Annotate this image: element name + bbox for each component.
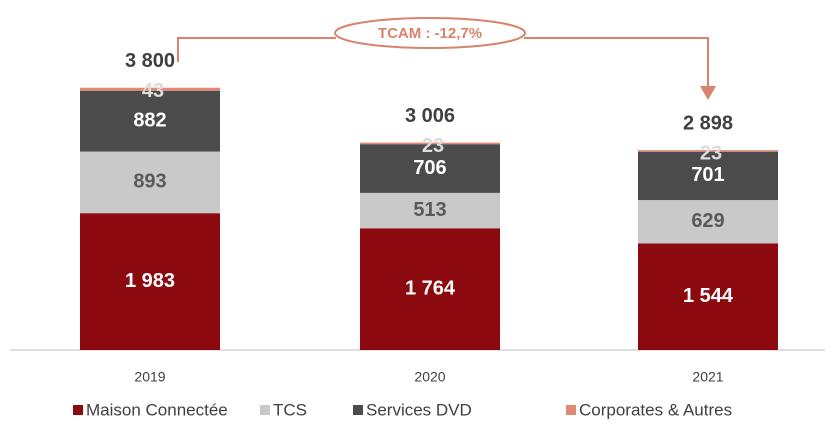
bar-segment <box>638 243 778 350</box>
legend-swatch <box>73 405 83 415</box>
data-label: 882 <box>133 109 166 131</box>
cagr-bubble <box>334 17 526 49</box>
data-label: 1 544 <box>683 285 734 307</box>
bar-segment <box>80 87 220 91</box>
total-label: 2 898 <box>683 112 733 134</box>
bar-segment <box>80 90 220 152</box>
data-label: 1 983 <box>125 270 175 292</box>
x-tick-label: 2021 <box>692 369 723 385</box>
data-label: 706 <box>413 157 446 179</box>
data-label: 23 <box>422 135 444 157</box>
data-label: 43 <box>142 80 164 102</box>
annotation: TCAM : -12,7% <box>177 17 716 100</box>
legend-swatch <box>566 405 576 415</box>
bar-segment <box>638 151 778 201</box>
data-label: 893 <box>133 171 166 193</box>
cagr-line <box>524 37 709 88</box>
legend-label: Maison Connectée <box>86 400 228 419</box>
bar-segment <box>360 228 500 350</box>
bar-segment <box>638 200 778 244</box>
bar-segment <box>360 142 500 145</box>
total-label: 3 006 <box>405 105 455 127</box>
x-tick-label: 2020 <box>414 369 445 385</box>
bar-segment <box>360 144 500 193</box>
cagr-arrow <box>700 86 716 100</box>
data-label: 1 764 <box>405 277 456 299</box>
data-label: 701 <box>691 164 724 186</box>
legend-swatch <box>260 405 270 415</box>
cagr-line <box>177 37 336 62</box>
x-tick-label: 2019 <box>134 369 165 385</box>
bar-segment <box>80 213 220 350</box>
bar-segment <box>80 151 220 214</box>
total-label: 3 800 <box>125 50 175 72</box>
data-label: 513 <box>413 199 446 221</box>
bar-segment <box>638 150 778 152</box>
legend-swatch <box>353 405 363 415</box>
cagr-label: TCAM : -12,7% <box>378 25 482 42</box>
legend-label: Corporates & Autres <box>579 400 732 419</box>
data-label: 23 <box>700 142 722 164</box>
legend-label: TCS <box>273 400 307 419</box>
data-label: 629 <box>691 210 724 232</box>
legend-label: Services DVD <box>366 400 472 419</box>
bar-segment <box>360 192 500 229</box>
